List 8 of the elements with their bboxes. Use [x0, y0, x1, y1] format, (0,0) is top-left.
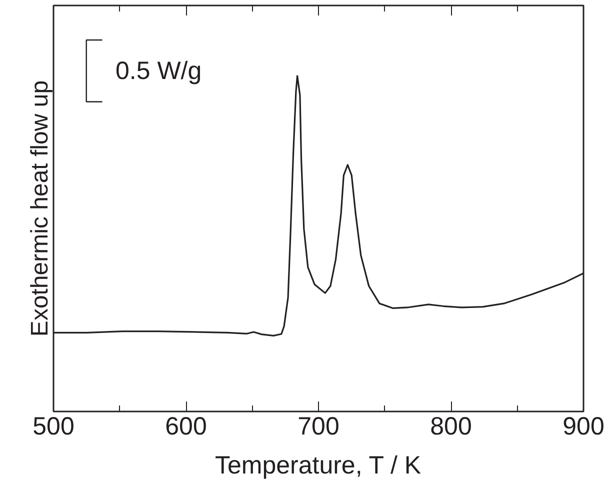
x-tick-label: 800: [430, 412, 472, 440]
x-tick-label: 700: [298, 412, 340, 440]
x-tick-label: 900: [562, 412, 604, 440]
x-tick-label: 500: [32, 412, 74, 440]
x-axis-title: Temperature, T / K: [214, 452, 422, 480]
annotation: 0.5 W/g: [116, 56, 202, 85]
y-axis-title: Exothermic heat flow up: [26, 80, 54, 337]
x-tick-label: 600: [165, 412, 207, 440]
